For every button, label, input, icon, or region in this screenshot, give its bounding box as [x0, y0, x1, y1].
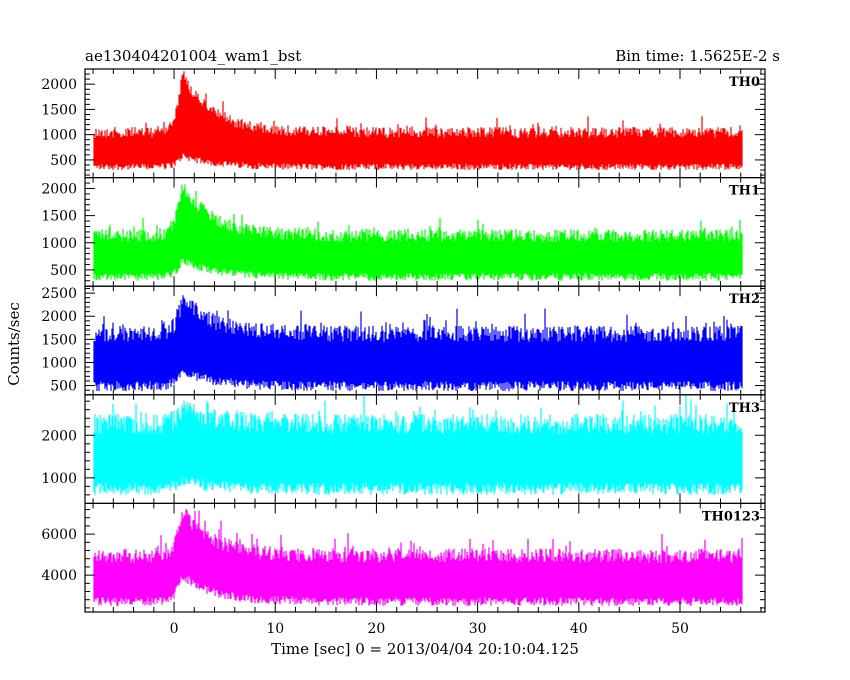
x-tick-label: 40 — [570, 621, 588, 637]
x-tick-label: 10 — [266, 621, 284, 637]
x-tick-label: 50 — [671, 621, 689, 637]
y-tick-label: 2000 — [41, 77, 77, 93]
series-th3 — [93, 394, 743, 495]
y-tick-label: 6000 — [41, 527, 77, 543]
bin-time-label: Bin time: 1.5625E-2 s — [615, 47, 780, 65]
x-tick-label: 30 — [469, 621, 487, 637]
x-tick-label: 0 — [170, 621, 179, 637]
x-tick-label: 20 — [368, 621, 386, 637]
panel-label-th0123: TH0123 — [702, 509, 760, 524]
y-tick-label: 1000 — [41, 355, 77, 371]
series-th0 — [93, 71, 743, 170]
series-th2 — [93, 295, 743, 392]
y-tick-label: 1500 — [41, 332, 77, 348]
y-tick-label: 2000 — [41, 428, 77, 444]
y-tick-label: 500 — [50, 263, 77, 279]
panel-label-th1: TH1 — [729, 184, 760, 199]
y-tick-label: 2000 — [41, 309, 77, 325]
panel-label-th3: TH3 — [729, 401, 760, 416]
y-tick-label: 4000 — [41, 568, 77, 584]
y-tick-label: 2000 — [41, 181, 77, 197]
y-tick-label: 500 — [50, 153, 77, 169]
x-axis-label: Time [sec] 0 = 2013/04/04 20:10:04.125 — [271, 640, 579, 658]
y-tick-label: 2500 — [41, 286, 77, 302]
y-tick-label: 1500 — [41, 209, 77, 225]
y-tick-label: 500 — [50, 379, 77, 395]
series-th1 — [93, 184, 743, 281]
y-tick-label: 1000 — [41, 236, 77, 252]
panel-label-th2: TH2 — [729, 292, 760, 307]
panel-label-th0: TH0 — [729, 75, 760, 90]
y-tick-label: 1000 — [41, 128, 77, 144]
series-th0123 — [93, 509, 743, 606]
y-axis-label: Counts/sec — [5, 302, 23, 386]
y-tick-label: 1000 — [41, 471, 77, 487]
panel-frame-th0123 — [84, 502, 766, 613]
chart-title: ae130404201004_wam1_bst — [85, 47, 301, 65]
y-tick-label: 1500 — [41, 102, 77, 118]
